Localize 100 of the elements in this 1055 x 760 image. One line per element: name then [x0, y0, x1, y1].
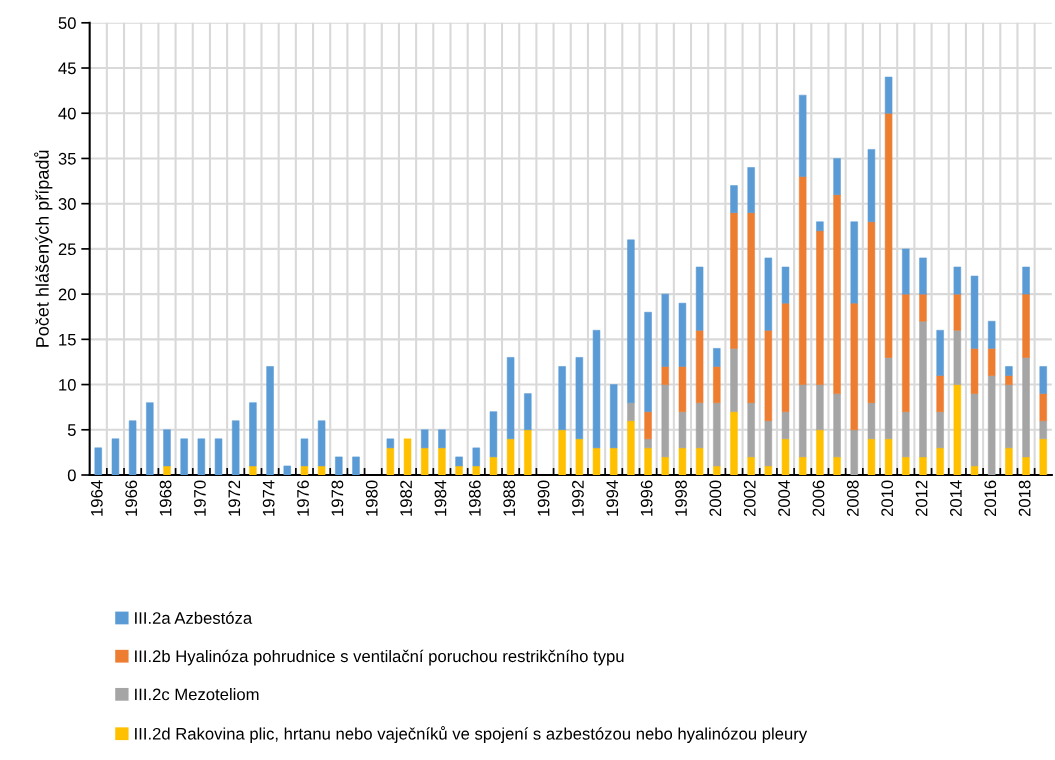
bar — [919, 293, 927, 322]
x-tick-label: 2000 — [709, 480, 722, 517]
x-tick-label: 1964 — [90, 480, 103, 516]
x-tick-label: 1980 — [365, 480, 378, 516]
bar — [884, 357, 893, 440]
bar — [902, 456, 910, 475]
bar — [524, 393, 532, 431]
bar — [816, 429, 824, 475]
legend-label: III.2b Hyalinóza pohrudnice s ventilační poruchou restrikčního typu — [135, 649, 624, 666]
x-tick-label: 1984 — [434, 480, 447, 516]
bar — [747, 167, 755, 213]
bar — [953, 293, 962, 331]
x-tick-label: 1992 — [572, 480, 584, 516]
bar — [936, 447, 944, 475]
bar — [111, 438, 120, 475]
bar — [575, 357, 584, 440]
bar — [953, 384, 962, 475]
bar — [506, 438, 515, 475]
x-tick-label: 1978 — [331, 480, 344, 516]
bar — [1022, 456, 1030, 475]
x-tick-label: 2008 — [846, 480, 859, 517]
y-tick-label: 15 — [59, 333, 76, 346]
bar — [902, 411, 910, 458]
bar — [816, 230, 824, 385]
bar — [1022, 293, 1030, 358]
bar — [713, 348, 721, 367]
bar — [833, 194, 841, 394]
bar — [867, 438, 876, 475]
bar — [730, 411, 738, 475]
y-tick-label: 0 — [67, 469, 76, 482]
y-tick-label: 35 — [58, 152, 76, 165]
bar — [850, 429, 858, 475]
bar — [661, 384, 669, 458]
bar — [833, 158, 841, 195]
x-tick-label: 1990 — [537, 480, 550, 516]
x-tick-label: 2004 — [778, 480, 790, 517]
bar — [489, 411, 498, 458]
bar — [1039, 366, 1047, 394]
y-tick-label: 5 — [67, 424, 76, 436]
x-tick-label: 1986 — [468, 480, 481, 516]
bar — [386, 438, 395, 449]
bar — [644, 411, 652, 440]
bar — [180, 438, 188, 475]
bar — [919, 456, 927, 475]
bar — [970, 393, 979, 467]
bar — [919, 320, 927, 458]
bar — [884, 76, 893, 114]
bar — [764, 257, 773, 331]
bar — [695, 266, 704, 331]
y-tick-label: 30 — [58, 198, 76, 210]
bar — [524, 429, 532, 475]
bar — [867, 402, 876, 440]
bar — [781, 411, 790, 440]
bar — [249, 402, 257, 467]
bar — [695, 447, 704, 475]
x-tick-label: 1998 — [675, 480, 687, 516]
bar — [335, 456, 343, 475]
bar — [1022, 266, 1030, 295]
bar — [300, 465, 309, 475]
bar — [506, 357, 515, 440]
x-tick-label: 1966 — [125, 480, 138, 516]
bar — [661, 366, 669, 385]
bar — [128, 420, 137, 475]
bar — [1005, 366, 1013, 376]
bar — [987, 320, 996, 349]
bar — [472, 465, 480, 475]
bar — [438, 447, 446, 475]
bar — [266, 366, 274, 475]
legend-label: III.2c Mezoteliom — [135, 688, 259, 701]
bar — [163, 465, 171, 475]
bar — [781, 266, 790, 304]
y-tick-label: 40 — [58, 107, 76, 120]
bar — [953, 330, 962, 385]
x-tick-label: 1974 — [262, 480, 275, 516]
bar — [867, 149, 876, 223]
bar — [678, 411, 687, 449]
bar — [197, 438, 206, 475]
bar — [730, 212, 738, 349]
bar — [713, 402, 721, 467]
bar — [644, 438, 652, 449]
bar — [1005, 384, 1013, 449]
y-tick-label: 50 — [58, 17, 76, 29]
y-tick-label: 45 — [58, 62, 76, 75]
bar — [902, 248, 910, 295]
bar — [94, 447, 102, 475]
legend-label: III.2a Azbestóza — [135, 611, 253, 624]
bar — [592, 330, 601, 449]
bar — [764, 330, 773, 422]
bar — [747, 402, 755, 458]
bar — [249, 465, 257, 475]
bar — [970, 348, 979, 394]
bar — [163, 429, 171, 467]
bar — [936, 375, 944, 412]
bar — [678, 366, 687, 412]
bar — [661, 293, 669, 367]
bar — [1039, 438, 1047, 475]
bar — [798, 176, 807, 385]
bar — [987, 375, 996, 475]
bar — [609, 447, 618, 475]
bar — [970, 465, 979, 475]
